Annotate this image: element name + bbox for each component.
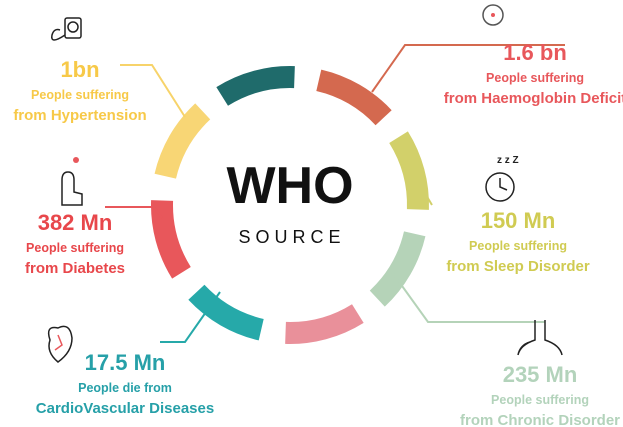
ring-segment bbox=[188, 284, 264, 341]
labels: 1bn People suffering from Hypertension 1.6 … bbox=[13, 40, 623, 427]
center-title: WHO bbox=[226, 157, 353, 215]
connector bbox=[391, 271, 545, 323]
connector bbox=[160, 291, 221, 343]
icon-heart bbox=[54, 334, 63, 351]
item-line1: People suffering bbox=[469, 239, 567, 253]
item-value: 1bn bbox=[60, 57, 99, 82]
icon-clock bbox=[485, 172, 515, 202]
item-line2: from Chronic Disorder bbox=[460, 412, 620, 427]
icon-bp bbox=[67, 21, 79, 33]
item-line2: from Haemoglobin Deficit bbox=[444, 90, 623, 107]
item-line2: from Diabetes bbox=[25, 260, 125, 277]
item-value: 1.6 bn bbox=[503, 40, 567, 65]
item-value: 235 Mn bbox=[503, 362, 578, 387]
connectors bbox=[105, 44, 565, 343]
item-value: 17.5 Mn bbox=[85, 350, 166, 375]
icon-heart bbox=[47, 325, 73, 363]
icon-clock bbox=[499, 178, 508, 191]
item-line1: People suffering bbox=[491, 393, 589, 407]
icon-drop bbox=[73, 157, 79, 163]
ring-segment bbox=[316, 69, 392, 126]
ring-segment bbox=[151, 200, 191, 279]
item-line2: from Hypertension bbox=[13, 107, 146, 124]
item-line1: People suffering bbox=[486, 71, 584, 85]
connector bbox=[419, 184, 433, 206]
connector bbox=[105, 206, 163, 219]
connector bbox=[120, 64, 186, 118]
ring-segment bbox=[389, 131, 429, 210]
item-line1: People suffering bbox=[26, 241, 124, 255]
item-value: 150 Mn bbox=[481, 208, 556, 233]
item-line2: CardioVascular Diseases bbox=[36, 400, 214, 417]
ring-segment bbox=[154, 103, 211, 179]
icon-bp bbox=[51, 28, 66, 41]
center-subtitle: SOURCE bbox=[238, 227, 345, 247]
icon-cell bbox=[491, 13, 495, 17]
icon-bp bbox=[64, 17, 82, 39]
connector bbox=[371, 44, 565, 93]
icon-zzz: z z Z bbox=[497, 155, 519, 166]
icons: z z Z bbox=[47, 4, 563, 363]
ring-segment bbox=[216, 66, 295, 106]
icon-cell bbox=[482, 4, 504, 26]
icon-lungs bbox=[517, 320, 563, 356]
icon-finger bbox=[61, 171, 83, 206]
item-value: 382 Mn bbox=[38, 210, 113, 235]
item-line1: People suffering bbox=[31, 88, 129, 102]
item-line2: from Sleep Disorder bbox=[446, 258, 590, 275]
ring bbox=[151, 66, 429, 344]
ring-segment bbox=[285, 304, 364, 344]
ring-segment bbox=[369, 231, 426, 307]
item-line1: People die from bbox=[78, 381, 172, 395]
